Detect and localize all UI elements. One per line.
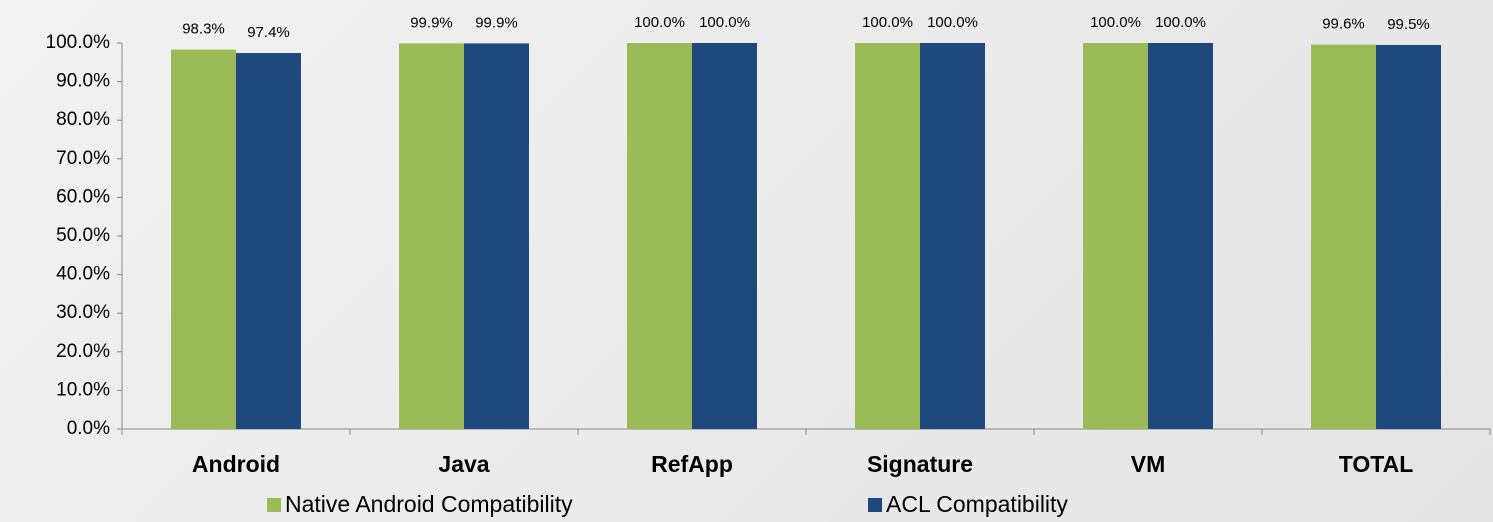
x-tick-label: Android: [192, 451, 280, 477]
data-label: 100.0%: [862, 14, 913, 31]
bar: [1148, 43, 1213, 429]
legend-swatch: [868, 498, 882, 512]
x-tick-label: TOTAL: [1339, 451, 1414, 477]
y-tick-label: 60.0%: [56, 186, 110, 207]
legend-label: Native Android Compatibility: [285, 491, 573, 517]
data-label: 100.0%: [927, 14, 978, 31]
bar: [920, 43, 985, 429]
y-tick-label: 10.0%: [56, 379, 110, 400]
bar: [1083, 43, 1148, 429]
x-tick-label: VM: [1131, 451, 1166, 477]
data-label: 100.0%: [1090, 14, 1141, 31]
legend-swatch: [267, 498, 281, 512]
data-label: 100.0%: [699, 14, 750, 31]
bar: [692, 43, 757, 429]
y-tick-label: 30.0%: [56, 302, 110, 323]
data-label: 98.3%: [182, 21, 225, 38]
bar: [236, 53, 301, 429]
bar: [1311, 44, 1376, 429]
data-label: 100.0%: [1155, 14, 1206, 31]
bar: [1376, 44, 1441, 430]
bar: [399, 43, 464, 430]
bar: [171, 49, 236, 429]
data-label: 97.4%: [247, 24, 290, 41]
y-tick-label: 0.0%: [67, 418, 110, 439]
y-tick-label: 40.0%: [56, 264, 110, 285]
data-label: 99.5%: [1387, 16, 1430, 33]
bar: [464, 43, 529, 430]
y-tick-label: 70.0%: [56, 148, 110, 169]
y-tick-label: 50.0%: [56, 225, 110, 246]
x-tick-label: RefApp: [651, 451, 733, 477]
x-tick-label: Signature: [867, 451, 973, 477]
y-tick-label: 100.0%: [46, 32, 111, 53]
data-label: 100.0%: [634, 14, 685, 31]
data-label: 99.9%: [410, 14, 453, 31]
x-tick-label: Java: [438, 451, 489, 477]
data-label: 99.6%: [1322, 16, 1365, 33]
bar: [855, 43, 920, 429]
data-label: 99.9%: [475, 14, 518, 31]
bar: [627, 43, 692, 429]
legend-label: ACL Compatibility: [886, 491, 1068, 517]
y-tick-label: 20.0%: [56, 341, 110, 362]
y-tick-label: 90.0%: [56, 71, 110, 92]
y-tick-label: 80.0%: [56, 109, 110, 130]
